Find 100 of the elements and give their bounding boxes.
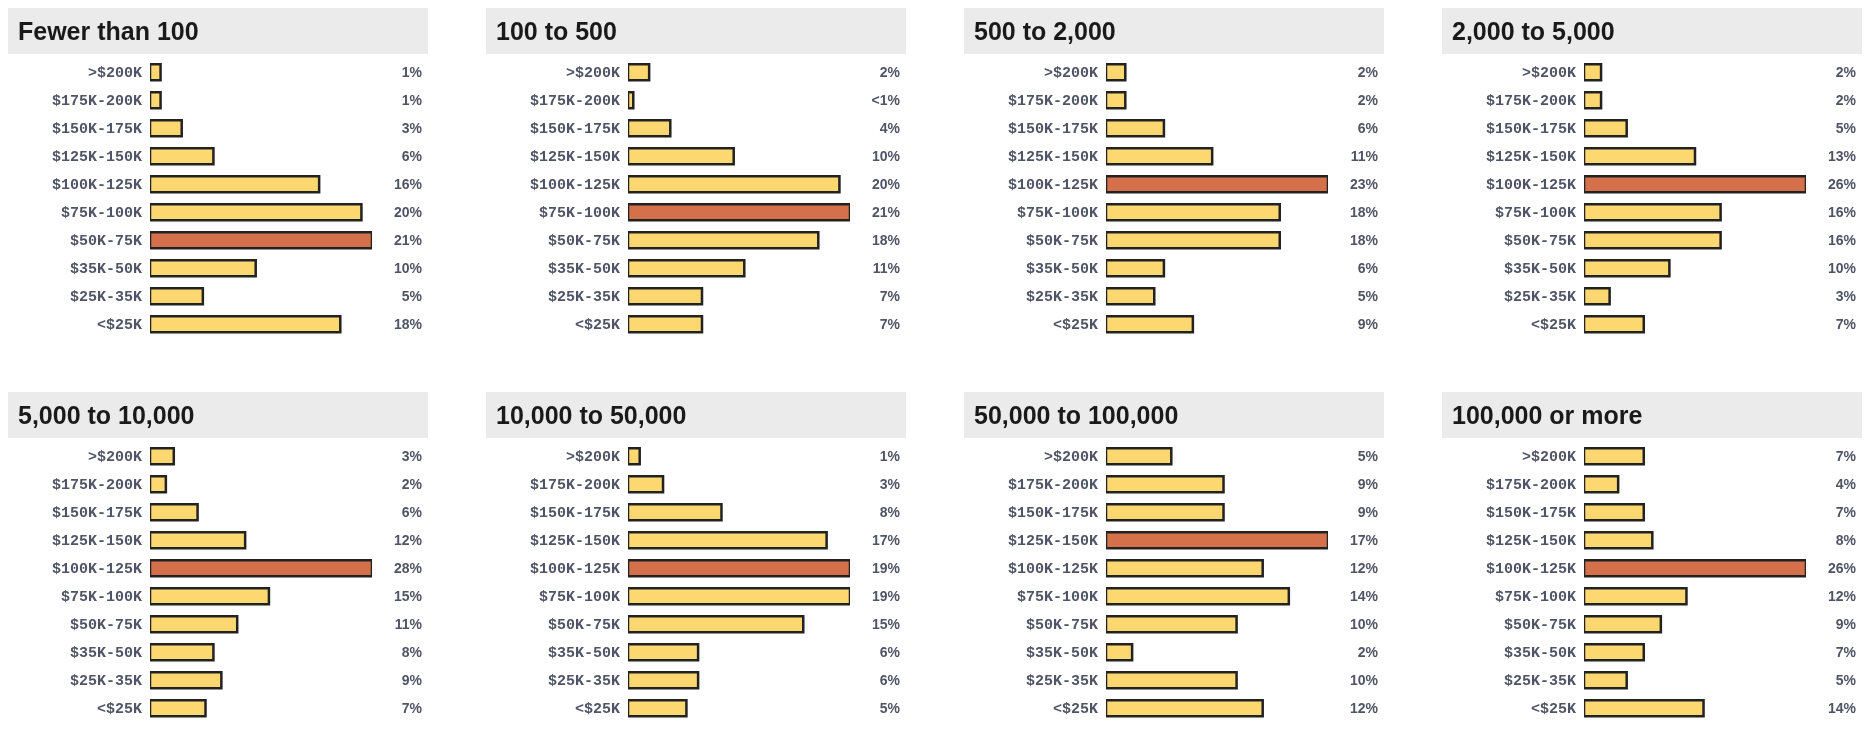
bar [150, 642, 215, 662]
y-tick-label: $25K-35K [547, 673, 620, 691]
data-label: 10% [393, 260, 423, 277]
bar [1106, 230, 1281, 250]
y-tick-label: <$25K [574, 701, 620, 719]
data-label: 10% [1827, 260, 1857, 277]
data-label: 2% [1357, 92, 1379, 109]
data-label: 7% [1835, 316, 1857, 333]
bar [1584, 258, 1671, 278]
y-tick-label: <$25K [574, 317, 620, 335]
data-label: 6% [401, 504, 423, 521]
bar [1584, 202, 1722, 222]
data-label: 6% [879, 644, 901, 661]
y-tick-label: >$200K [1521, 449, 1576, 467]
data-label: 16% [393, 176, 423, 193]
data-label: 17% [1349, 532, 1379, 549]
data-label: 2% [1835, 92, 1857, 109]
y-tick-label: $150K-175K [51, 505, 142, 523]
bar [628, 698, 688, 718]
y-tick-label: $35K-50K [1503, 261, 1576, 279]
data-label: 20% [393, 204, 423, 221]
bar [150, 174, 321, 194]
data-label: 9% [401, 672, 423, 689]
bar [1106, 586, 1291, 606]
y-tick-label: $150K-175K [1007, 505, 1098, 523]
chart-title: 100,000 or more [1442, 392, 1862, 438]
data-label: 8% [1835, 532, 1857, 549]
chart-title: 2,000 to 5,000 [1442, 8, 1862, 54]
data-label: 12% [393, 532, 423, 549]
y-tick-label: $175K-200K [1007, 93, 1098, 111]
data-label: 26% [1827, 176, 1857, 193]
data-label: 9% [1357, 504, 1379, 521]
data-label: 12% [1349, 560, 1379, 577]
y-tick-label: <$25K [96, 701, 142, 719]
data-label: 20% [871, 176, 901, 193]
data-label: 5% [879, 700, 901, 717]
chart-title: 500 to 2,000 [964, 8, 1384, 54]
data-label: <1% [871, 92, 901, 109]
y-tick-label: $175K-200K [51, 477, 142, 495]
bar [150, 446, 176, 466]
bar [150, 614, 239, 634]
bar [150, 146, 215, 166]
y-tick-label: $50K-75K [547, 233, 620, 251]
bar [1106, 614, 1238, 634]
y-tick-label: $100K-125K [529, 561, 620, 579]
bar [150, 62, 162, 82]
data-label: 12% [1349, 700, 1379, 717]
data-label: 18% [871, 232, 901, 249]
bar [150, 698, 207, 718]
bar [1106, 558, 1264, 578]
bar [1106, 286, 1156, 306]
y-tick-label: $50K-75K [1025, 233, 1098, 251]
data-label: 3% [401, 448, 423, 465]
data-label: 16% [1827, 232, 1857, 249]
data-label: 8% [401, 644, 423, 661]
y-tick-label: $35K-50K [1025, 645, 1098, 663]
y-tick-label: $150K-175K [529, 121, 620, 139]
bar [1584, 670, 1628, 690]
data-label: 2% [879, 64, 901, 81]
bar [150, 502, 199, 522]
bar [1106, 670, 1238, 690]
bar [628, 474, 665, 494]
data-label: 11% [872, 260, 901, 277]
data-label: 12% [1827, 588, 1857, 605]
y-tick-label: $50K-75K [1503, 233, 1576, 251]
bar [1584, 698, 1705, 718]
bar [628, 146, 735, 166]
bar [1106, 62, 1127, 82]
bar [150, 286, 205, 306]
bar [1584, 474, 1620, 494]
y-tick-label: $100K-125K [529, 177, 620, 195]
y-tick-label: $125K-150K [529, 149, 620, 167]
y-tick-label: $50K-75K [69, 617, 142, 635]
bar [1106, 174, 1328, 194]
data-label: 8% [879, 504, 901, 521]
bar [628, 202, 850, 222]
y-tick-label: $100K-125K [51, 561, 142, 579]
data-label: 19% [871, 560, 901, 577]
bar [628, 670, 700, 690]
bar [1106, 446, 1173, 466]
data-label: 7% [1835, 448, 1857, 465]
data-label: 11% [1350, 148, 1379, 165]
bar [150, 670, 223, 690]
bar [1106, 474, 1225, 494]
bar [628, 286, 704, 306]
bar [628, 230, 820, 250]
y-tick-label: <$25K [1530, 317, 1576, 335]
y-tick-label: $175K-200K [529, 93, 620, 111]
bar [1584, 146, 1697, 166]
bar [1106, 202, 1281, 222]
bar [150, 230, 372, 250]
y-tick-label: >$200K [87, 449, 142, 467]
data-label: 21% [393, 232, 423, 249]
data-label: 4% [879, 120, 901, 137]
bar [150, 314, 342, 334]
bar [628, 118, 672, 138]
data-label: 19% [871, 588, 901, 605]
y-tick-label: $150K-175K [1485, 121, 1576, 139]
data-label: 16% [1827, 204, 1857, 221]
y-tick-label: $75K-100K [1494, 589, 1576, 607]
